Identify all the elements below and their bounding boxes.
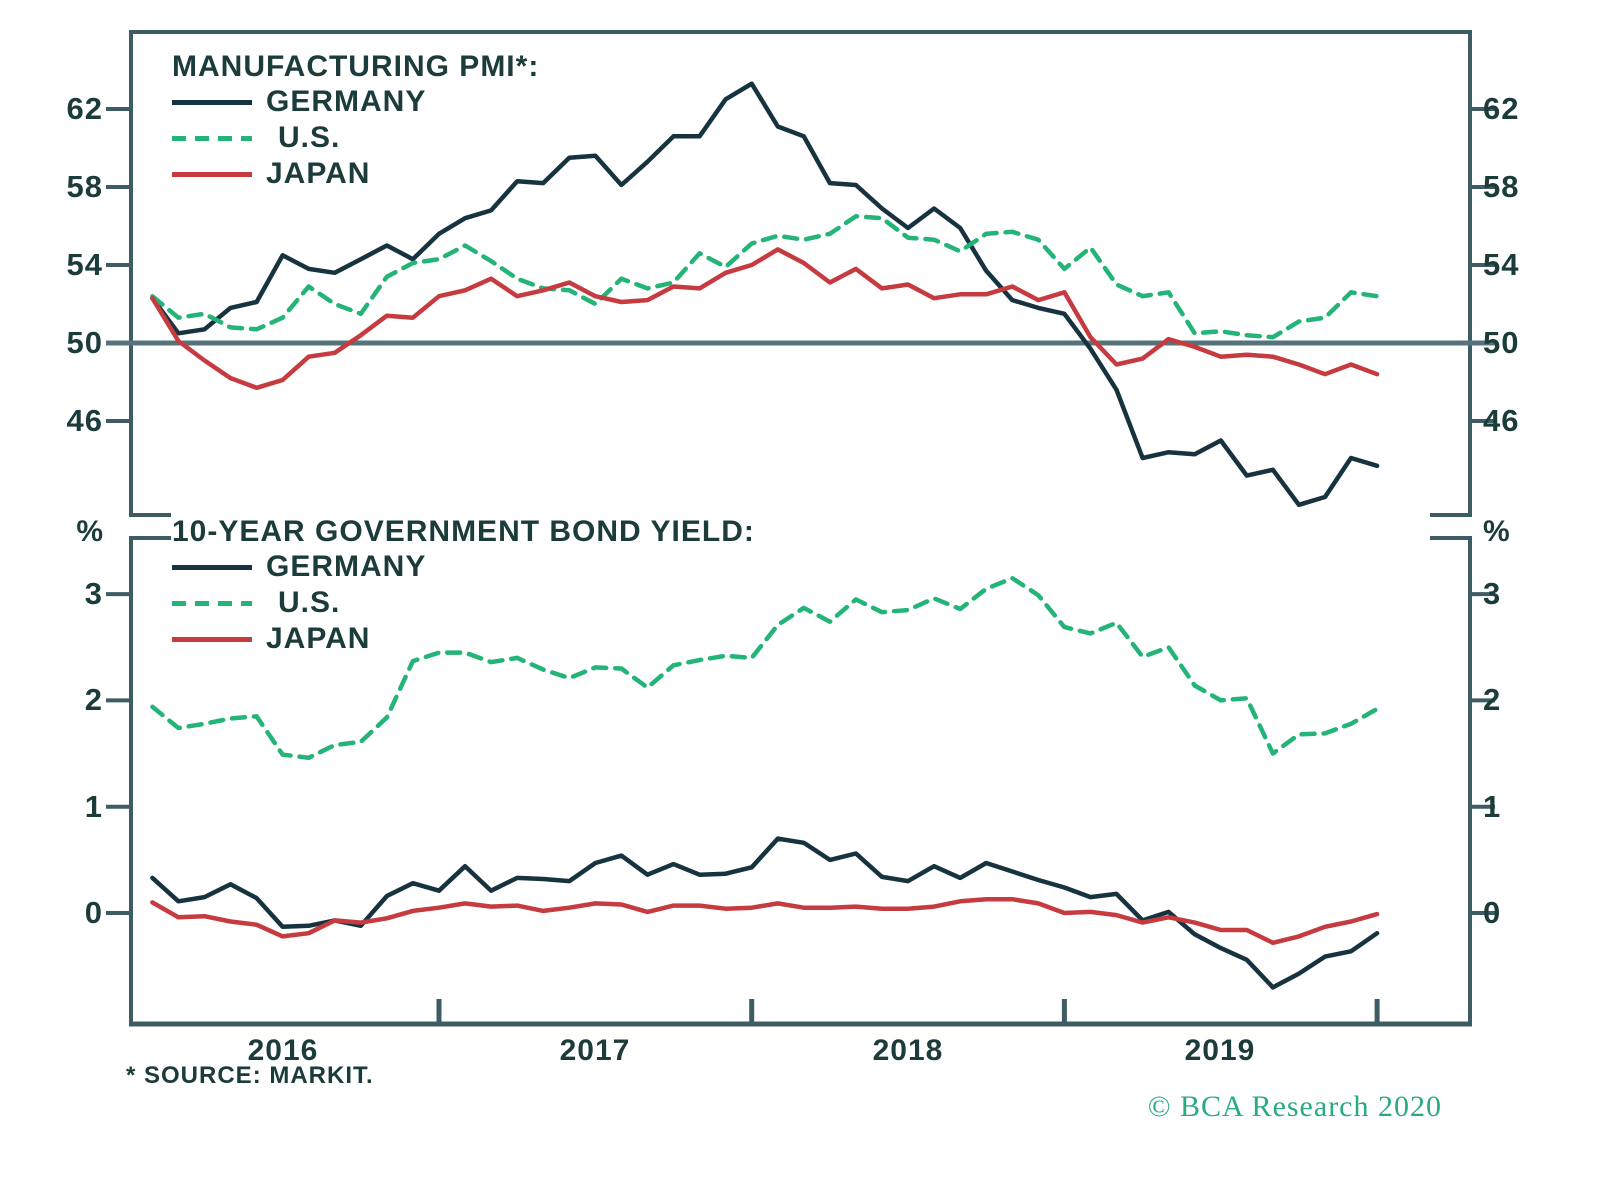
yield-legend-label-us: U.S. bbox=[278, 586, 341, 619]
bond-yield-ytick-2-left: 2 bbox=[84, 682, 103, 718]
pmi-legend-label-japan: JAPAN bbox=[266, 157, 371, 190]
japan-line-swatch bbox=[172, 171, 252, 177]
bond-yield-ytick-3-right: 3 bbox=[1483, 576, 1502, 612]
japan-line-swatch bbox=[172, 636, 252, 642]
pmi-us-line bbox=[150, 214, 1380, 340]
yield-legend-row-us: U.S. bbox=[172, 585, 755, 621]
bond-yield-ytick-2-right: 2 bbox=[1483, 682, 1502, 718]
yield-legend-row-japan: JAPAN bbox=[172, 621, 755, 657]
bond-yield-ytick-1-left: 1 bbox=[84, 788, 103, 824]
pmi-legend-row-germany: GERMANY bbox=[172, 84, 539, 120]
copyright-note: © BCA Research 2020 bbox=[1147, 1090, 1442, 1123]
us-dashed-line-swatch bbox=[172, 135, 252, 141]
pmi-ytick-50-right: 50 bbox=[1483, 325, 1520, 360]
germany-line-swatch bbox=[172, 564, 252, 570]
bond-yield-germany-line bbox=[150, 836, 1380, 990]
pmi-legend: MANUFACTURING PMI*: GERMANY U.S. JAPAN bbox=[172, 50, 539, 192]
us-dashed-line-swatch bbox=[172, 600, 252, 606]
pmi-ytick-62-left: 62 bbox=[66, 91, 103, 126]
bond-yield-legend: 10-YEAR GOVERNMENT BOND YIELD: GERMANY U… bbox=[172, 515, 755, 657]
x-tick-label-2018: 2018 bbox=[872, 1034, 944, 1067]
pmi-ytick-58-right: 58 bbox=[1483, 169, 1520, 204]
pmi-ytick-54-left: 54 bbox=[66, 247, 103, 282]
pmi-ytick-46-right: 46 bbox=[1483, 403, 1520, 438]
pmi-legend-row-us: U.S. bbox=[172, 120, 539, 156]
pmi-japan-line bbox=[150, 247, 1380, 391]
bond-yield-ytick-0-right: 0 bbox=[1483, 895, 1502, 930]
bond-yield-us-line bbox=[150, 575, 1380, 761]
x-tick-label-2017: 2017 bbox=[559, 1034, 631, 1067]
germany-line-swatch bbox=[172, 99, 252, 105]
yield-legend-label-japan: JAPAN bbox=[266, 622, 371, 655]
pmi-legend-row-japan: JAPAN bbox=[172, 156, 539, 192]
pmi-legend-label-us: U.S. bbox=[278, 121, 341, 154]
y-axis-unit-left: % bbox=[76, 515, 103, 548]
yield-legend-label-germany: GERMANY bbox=[266, 550, 427, 583]
y-axis-unit-right: % bbox=[1483, 515, 1510, 548]
pmi-germany-line bbox=[150, 81, 1380, 508]
pmi-ytick-50-left: 50 bbox=[66, 325, 103, 360]
source-note: * SOURCE: MARKIT. bbox=[126, 1062, 374, 1089]
bond-yield-title: 10-YEAR GOVERNMENT BOND YIELD: bbox=[172, 515, 755, 548]
bond-yield-japan-line bbox=[150, 896, 1380, 946]
pmi-ytick-62-right: 62 bbox=[1483, 91, 1520, 126]
bond-yield-ytick-3-left: 3 bbox=[84, 576, 103, 612]
pmi-ytick-54-right: 54 bbox=[1483, 247, 1520, 282]
pmi-ytick-46-left: 46 bbox=[66, 403, 103, 438]
bond-yield-ytick-0-left: 0 bbox=[84, 895, 103, 930]
yield-legend-row-germany: GERMANY bbox=[172, 549, 755, 585]
x-tick-label-2019: 2019 bbox=[1184, 1034, 1256, 1067]
pmi-title: MANUFACTURING PMI*: bbox=[172, 50, 540, 83]
x-tick-label-2016: 2016 bbox=[247, 1034, 319, 1067]
pmi-legend-label-germany: GERMANY bbox=[266, 85, 427, 118]
bond-yield-ytick-1-right: 1 bbox=[1483, 788, 1502, 824]
pmi-ytick-58-left: 58 bbox=[66, 169, 103, 204]
